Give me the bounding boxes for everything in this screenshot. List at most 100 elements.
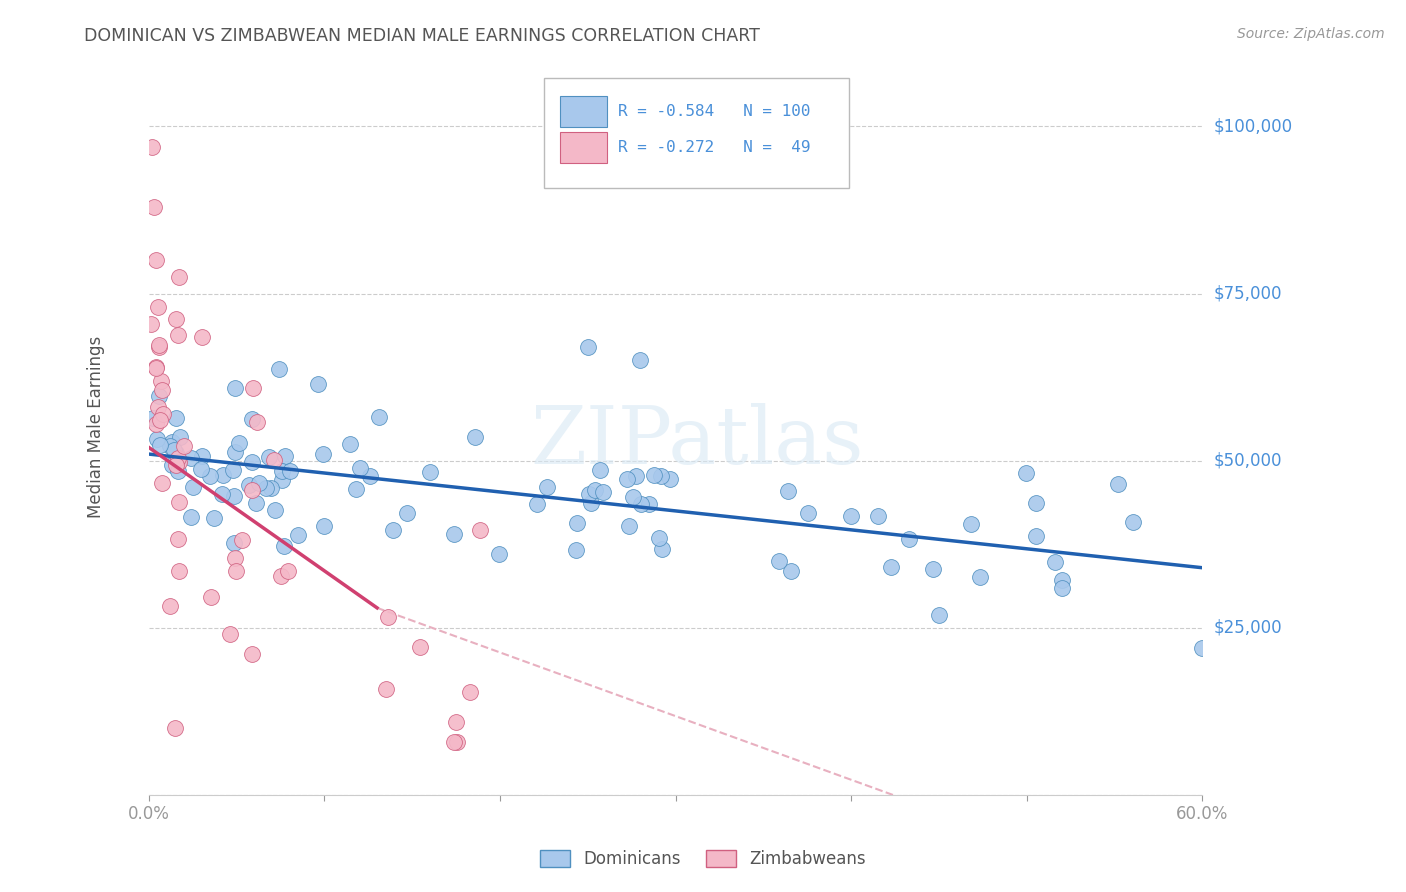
Point — [368, 409, 391, 424]
Point — [564, 542, 586, 557]
Point — [621, 490, 644, 504]
Point — [222, 489, 245, 503]
Point — [173, 439, 195, 453]
FancyBboxPatch shape — [544, 78, 849, 188]
Point — [166, 533, 188, 547]
Point — [142, 410, 165, 425]
Point — [167, 327, 190, 342]
Point — [648, 531, 671, 545]
Point — [152, 407, 174, 421]
Point — [578, 487, 600, 501]
Point — [160, 458, 183, 473]
Point — [419, 465, 441, 479]
Point — [180, 451, 202, 466]
Point — [274, 449, 297, 463]
Point — [269, 362, 291, 376]
Point — [165, 311, 187, 326]
Point — [148, 389, 170, 403]
Point — [583, 483, 606, 498]
Point — [619, 519, 641, 533]
Point — [866, 509, 889, 524]
Point — [249, 475, 271, 490]
Point — [149, 413, 172, 427]
Point — [145, 361, 167, 376]
Point — [259, 450, 281, 464]
Point — [1025, 496, 1047, 510]
Point — [443, 734, 465, 748]
Point — [165, 411, 187, 425]
Point — [658, 472, 681, 486]
Point — [470, 523, 492, 537]
Point — [191, 330, 214, 344]
Point — [565, 516, 588, 530]
Point — [224, 381, 246, 395]
Point — [263, 452, 285, 467]
Point — [146, 300, 169, 314]
Point — [630, 353, 652, 368]
Point — [212, 468, 235, 483]
Point — [160, 435, 183, 450]
Text: DOMINICAN VS ZIMBABWEAN MEDIAN MALE EARNINGS CORRELATION CHART: DOMINICAN VS ZIMBABWEAN MEDIAN MALE EARN… — [84, 27, 761, 45]
Point — [638, 497, 661, 511]
Text: $50,000: $50,000 — [1213, 451, 1282, 470]
Point — [146, 432, 169, 446]
Point — [165, 458, 187, 473]
Text: $25,000: $25,000 — [1213, 619, 1282, 637]
Point — [271, 465, 294, 479]
Point — [260, 481, 283, 495]
Point — [165, 721, 187, 735]
Text: ZIPatlas: ZIPatlas — [530, 403, 863, 481]
Point — [270, 569, 292, 583]
Point — [150, 476, 173, 491]
Point — [776, 484, 799, 499]
Point — [240, 412, 263, 426]
Point — [219, 627, 242, 641]
Point — [254, 481, 277, 495]
Text: R = -0.584   N = 100: R = -0.584 N = 100 — [617, 103, 810, 119]
Point — [921, 562, 943, 576]
Point — [277, 564, 299, 578]
Point — [768, 554, 790, 568]
Point — [880, 560, 903, 574]
Point — [165, 446, 187, 460]
Point — [443, 527, 465, 541]
Point — [898, 532, 921, 546]
Point — [969, 569, 991, 583]
Point — [191, 450, 214, 464]
Point — [1050, 573, 1073, 587]
Point — [246, 415, 269, 429]
Point — [167, 494, 190, 508]
Point — [264, 503, 287, 517]
Point — [409, 640, 432, 654]
Point — [159, 599, 181, 613]
Point — [159, 439, 181, 453]
Text: $75,000: $75,000 — [1213, 285, 1282, 302]
Point — [167, 455, 190, 469]
Point — [581, 496, 603, 510]
Point — [225, 564, 247, 578]
Point — [200, 591, 222, 605]
Point — [1015, 466, 1038, 480]
Point — [224, 444, 246, 458]
Point — [273, 539, 295, 553]
Point — [271, 474, 294, 488]
Point — [312, 519, 335, 533]
Point — [464, 430, 486, 444]
Point — [231, 533, 253, 547]
Point — [238, 478, 260, 492]
Text: Median Male Earnings: Median Male Earnings — [87, 336, 105, 518]
Point — [1050, 581, 1073, 595]
Point — [146, 401, 169, 415]
Point — [245, 495, 267, 509]
Point — [651, 542, 673, 557]
Point — [377, 610, 399, 624]
Point — [181, 480, 204, 494]
Point — [396, 507, 419, 521]
Point — [228, 435, 250, 450]
Point — [592, 485, 614, 500]
Point — [202, 511, 225, 525]
Point — [190, 462, 212, 476]
Point — [145, 417, 167, 431]
Point — [242, 381, 264, 395]
Point — [150, 383, 173, 397]
